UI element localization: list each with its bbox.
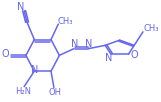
Text: ..: .. <box>85 43 90 49</box>
Text: O: O <box>2 49 9 59</box>
Text: CH₃: CH₃ <box>143 24 159 33</box>
Text: N: N <box>31 65 39 75</box>
Text: OH: OH <box>49 88 62 97</box>
Text: N: N <box>71 39 78 49</box>
Text: O: O <box>131 50 138 60</box>
Text: N: N <box>17 2 24 12</box>
Text: CH₃: CH₃ <box>58 17 73 26</box>
Text: N: N <box>85 39 93 49</box>
Text: H₂N: H₂N <box>15 87 31 96</box>
Text: N: N <box>105 53 112 63</box>
